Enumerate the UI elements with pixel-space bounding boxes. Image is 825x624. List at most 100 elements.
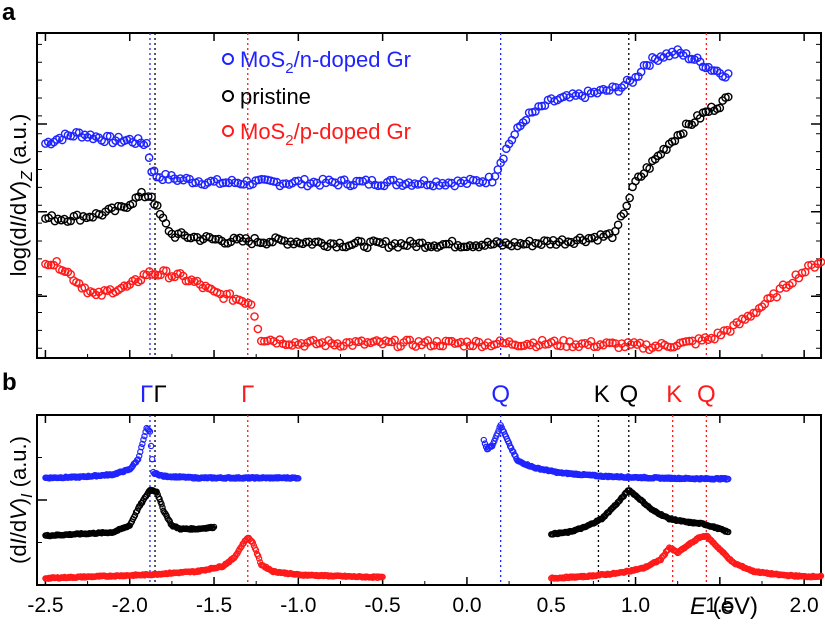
data-point (415, 238, 424, 248)
data-point (373, 181, 383, 191)
data-point (140, 436, 147, 443)
data-point (152, 201, 162, 210)
data-point (102, 131, 112, 141)
point-annotation: Γ (153, 381, 166, 408)
data-point (435, 341, 445, 351)
x-tick-label: -2.5 (27, 594, 63, 617)
data-point (147, 270, 157, 279)
data-point (113, 201, 123, 211)
data-point (133, 134, 143, 143)
data-point (679, 129, 688, 138)
data-point (225, 289, 235, 298)
data-point (158, 500, 165, 508)
data-point (513, 341, 523, 351)
legend-item-p-doped: MoS2/p-doped Gr (222, 119, 411, 149)
data-point (399, 240, 409, 250)
data-point (521, 115, 531, 125)
data-point (690, 118, 699, 127)
data-point (800, 267, 810, 277)
data-point (85, 212, 94, 222)
legend-marker-p-doped (222, 125, 234, 137)
panel-b-plot (42, 421, 825, 582)
x-tick-label: -0.5 (365, 594, 401, 617)
legend-marker-n-doped (222, 53, 234, 65)
data-point (149, 455, 156, 463)
data-point (622, 201, 631, 211)
data-point (134, 456, 142, 463)
data-point (639, 61, 649, 70)
data-point (176, 268, 185, 278)
data-point (141, 432, 148, 440)
x-tick-label: 2.0 (790, 594, 819, 617)
data-point (608, 82, 617, 91)
axis-ticks: -2.5 -2.0 -1.5 -1.0 -0.5 0.0 0.5 1.0 1.5 2.0 (27, 33, 821, 617)
data-point (181, 276, 191, 286)
data-point (209, 524, 217, 532)
data-point (725, 475, 732, 483)
data-point (139, 440, 146, 448)
data-point (707, 66, 716, 75)
data-point (161, 218, 171, 228)
data-point (441, 336, 451, 346)
data-point (666, 343, 676, 352)
point-annotation: Q (491, 381, 510, 408)
data-point (146, 428, 154, 435)
data-point (218, 178, 228, 188)
data-point (295, 475, 302, 482)
data-point (507, 340, 517, 349)
data-point (281, 340, 291, 350)
data-point (602, 86, 611, 95)
data-point (206, 176, 216, 186)
data-point (481, 440, 489, 447)
reference-lines (149, 33, 708, 585)
data-point (255, 555, 263, 562)
data-point (145, 427, 153, 434)
data-point (250, 312, 259, 321)
data-point (752, 308, 761, 317)
data-point (580, 93, 590, 103)
point-annotation: K (594, 381, 610, 408)
data-point (390, 335, 399, 345)
data-point (553, 341, 562, 350)
data-point (725, 528, 732, 536)
data-point (156, 270, 165, 280)
data-point (355, 176, 364, 186)
data-point (52, 256, 61, 266)
data-point (563, 237, 573, 247)
data-point (645, 164, 654, 173)
data-point (260, 336, 269, 346)
x-axis-label: E (eV) (690, 593, 758, 620)
panel-a-ylabel: log(dI/dV)Z (a.u.) (6, 114, 36, 277)
data-point (143, 192, 153, 201)
data-point (72, 127, 81, 137)
panel-a-label: a (2, 0, 16, 26)
data-point (379, 573, 386, 581)
data-point (456, 242, 466, 252)
data-point (817, 572, 825, 580)
data-point (480, 436, 487, 444)
legend-marker-pristine (222, 90, 234, 102)
data-point (257, 174, 266, 184)
data-point (539, 236, 549, 245)
data-point (142, 138, 151, 148)
data-point (625, 193, 634, 203)
data-point (210, 523, 218, 531)
data-point (222, 289, 231, 299)
data-point (189, 232, 199, 242)
data-point (684, 54, 694, 64)
data-point (715, 103, 725, 113)
data-point (43, 260, 53, 270)
data-point (256, 238, 265, 248)
data-point (459, 242, 469, 252)
data-point (619, 209, 629, 218)
data-point (138, 444, 145, 451)
data-point (701, 107, 711, 116)
data-point (605, 338, 614, 348)
data-point (188, 178, 197, 188)
legend-text-pristine: pristine (240, 84, 311, 109)
data-point (584, 233, 594, 243)
data-point (147, 192, 156, 202)
data-point (602, 338, 611, 347)
panel-b-ylabel: (dI/dV)I (a.u.) (6, 436, 36, 564)
